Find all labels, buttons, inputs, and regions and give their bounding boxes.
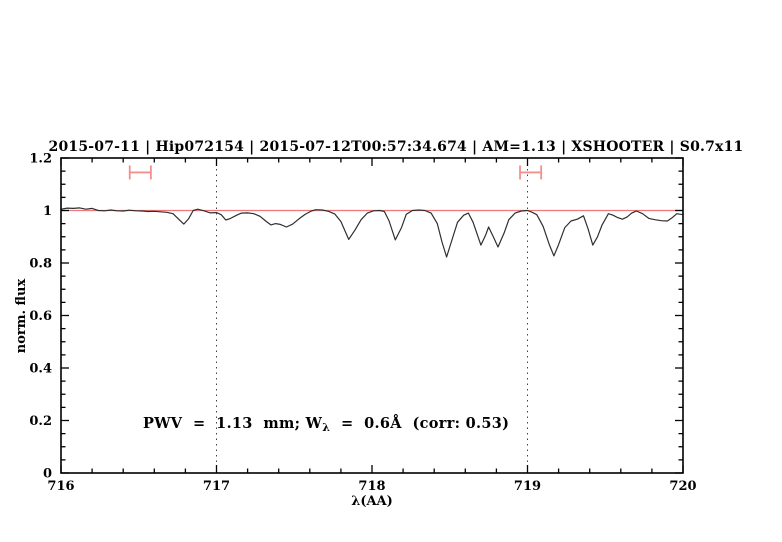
y-tick-label: 0.8 <box>29 257 52 272</box>
x-tick-label: 717 <box>203 479 230 494</box>
y-tick-label: 1.2 <box>29 152 52 167</box>
y-tick-label: 0.6 <box>29 309 52 324</box>
x-tick-label: 720 <box>669 479 696 494</box>
y-tick-label: 0.2 <box>29 414 52 429</box>
x-tick-label: 718 <box>358 479 385 494</box>
y-tick-label: 0.4 <box>29 362 52 377</box>
plot-title: 2015-07-11 | Hip072154 | 2015-07-12T00:5… <box>49 139 744 155</box>
pwv-annotation-rest: = 0.6Å (corr: 0.53) <box>330 414 509 432</box>
x-axis-label: λ(AA) <box>351 494 393 509</box>
y-tick-label: 1 <box>43 204 52 219</box>
x-tick-label: 719 <box>514 479 541 494</box>
pwv-annotation-subscript: λ <box>322 421 330 434</box>
y-tick-label: 0 <box>43 467 52 482</box>
x-tick-label: 716 <box>47 479 74 494</box>
pwv-annotation-main: PWV = 1.13 mm; W <box>143 415 323 432</box>
pwv-annotation: PWV = 1.13 mm; Wλ = 0.6Å (corr: 0.53) <box>143 414 509 434</box>
chart-layer: 716 717 718 719 720 0 0.2 0.4 0.6 0.8 1 1.2 <box>29 152 696 495</box>
y-axis-label: norm. flux <box>14 279 29 354</box>
spectrum-curve <box>60 207 684 258</box>
